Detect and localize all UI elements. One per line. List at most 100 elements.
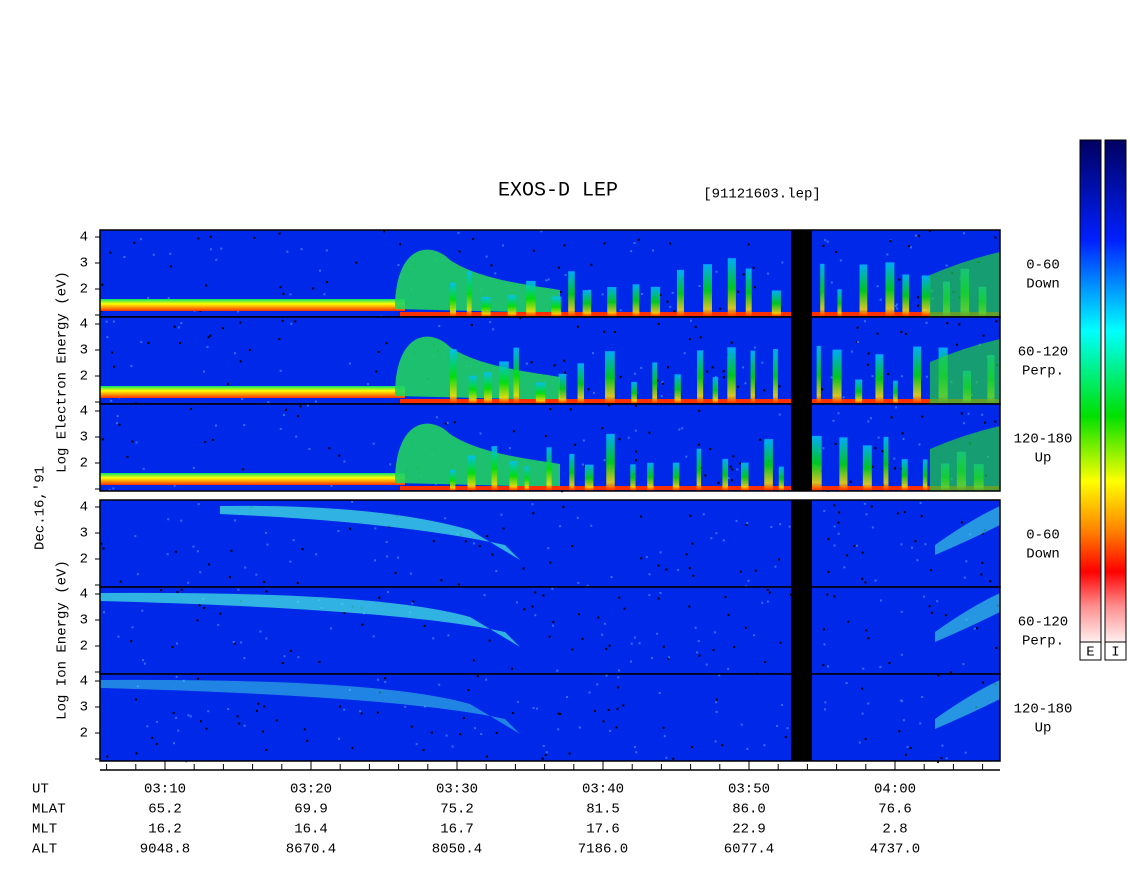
noise bbox=[980, 573, 983, 576]
noise bbox=[896, 307, 899, 310]
row-value: 2.8 bbox=[882, 822, 907, 838]
noise bbox=[633, 241, 636, 244]
noise bbox=[602, 720, 605, 723]
noise bbox=[633, 636, 636, 639]
streak bbox=[605, 351, 615, 404]
noise bbox=[876, 285, 879, 288]
noise bbox=[866, 363, 869, 366]
noise bbox=[861, 551, 864, 554]
noise bbox=[531, 503, 534, 506]
row-value: 7186.0 bbox=[578, 842, 628, 858]
noise bbox=[173, 484, 176, 487]
colorbar-label-box bbox=[1079, 641, 1102, 661]
row-name: MLT bbox=[32, 822, 57, 838]
row-value: 86.0 bbox=[732, 802, 766, 818]
noise bbox=[578, 726, 581, 729]
row-value: 6077.4 bbox=[724, 842, 774, 858]
noise bbox=[593, 709, 596, 712]
noise bbox=[564, 273, 567, 276]
noise bbox=[207, 336, 210, 339]
noise bbox=[727, 477, 730, 480]
row-name: UT bbox=[32, 782, 49, 798]
noise bbox=[784, 736, 787, 739]
noise bbox=[727, 613, 730, 616]
noise bbox=[571, 544, 574, 547]
noise bbox=[941, 744, 944, 747]
noise bbox=[549, 408, 552, 411]
noise bbox=[833, 525, 836, 528]
noise bbox=[691, 542, 694, 545]
noise bbox=[923, 595, 926, 598]
noise bbox=[616, 707, 619, 710]
noise bbox=[867, 637, 870, 640]
noise bbox=[472, 659, 475, 662]
row-value: 9048.8 bbox=[140, 842, 190, 858]
noise bbox=[540, 230, 543, 233]
noise bbox=[735, 519, 738, 522]
noise bbox=[659, 551, 662, 554]
noise bbox=[217, 623, 220, 626]
noise bbox=[658, 691, 661, 694]
noise bbox=[581, 637, 584, 640]
noise bbox=[281, 319, 284, 322]
noise bbox=[900, 610, 903, 613]
noise bbox=[116, 422, 119, 425]
noise bbox=[617, 676, 620, 679]
noise bbox=[438, 324, 441, 327]
noise bbox=[167, 518, 170, 521]
ion-rise bbox=[935, 593, 1000, 642]
noise bbox=[146, 725, 149, 728]
noise bbox=[147, 341, 150, 344]
streak bbox=[630, 464, 636, 491]
noise bbox=[219, 612, 222, 615]
noise bbox=[855, 544, 858, 547]
noise bbox=[827, 538, 830, 541]
noise bbox=[608, 404, 611, 407]
noise bbox=[207, 710, 210, 713]
noise bbox=[698, 654, 701, 657]
noise bbox=[667, 366, 670, 369]
noise bbox=[761, 361, 764, 364]
noise bbox=[444, 422, 447, 425]
streak bbox=[727, 347, 736, 404]
streak bbox=[773, 349, 778, 404]
noise bbox=[603, 242, 606, 245]
noise bbox=[411, 602, 414, 605]
noise bbox=[566, 696, 569, 699]
noise bbox=[266, 543, 269, 546]
streak bbox=[922, 459, 928, 491]
noise bbox=[603, 622, 606, 625]
noise bbox=[824, 708, 827, 711]
noise bbox=[199, 720, 202, 723]
noise bbox=[916, 296, 919, 299]
noise bbox=[753, 634, 756, 637]
noise bbox=[906, 745, 909, 748]
noise bbox=[864, 581, 867, 584]
noise bbox=[976, 627, 979, 630]
noise bbox=[234, 352, 237, 355]
noise bbox=[228, 576, 231, 579]
title: EXOS-D LEP bbox=[498, 179, 618, 202]
streak bbox=[839, 437, 848, 491]
noise bbox=[689, 514, 692, 517]
noise bbox=[292, 539, 295, 542]
noise bbox=[343, 460, 346, 463]
noise bbox=[508, 447, 511, 450]
noise bbox=[779, 641, 782, 644]
noise bbox=[558, 525, 561, 528]
row-value: 03:10 bbox=[144, 782, 186, 798]
noise bbox=[189, 715, 192, 718]
noise bbox=[187, 714, 190, 717]
noise bbox=[640, 292, 643, 295]
noise bbox=[949, 671, 952, 674]
noise bbox=[265, 637, 268, 640]
noise bbox=[698, 285, 701, 288]
noise bbox=[963, 422, 966, 425]
noise bbox=[300, 248, 303, 251]
streak bbox=[697, 350, 704, 404]
noise bbox=[635, 459, 638, 462]
noise bbox=[711, 366, 714, 369]
noise bbox=[495, 570, 498, 573]
y-tick-label: 3 bbox=[80, 256, 88, 272]
noise bbox=[135, 752, 138, 755]
